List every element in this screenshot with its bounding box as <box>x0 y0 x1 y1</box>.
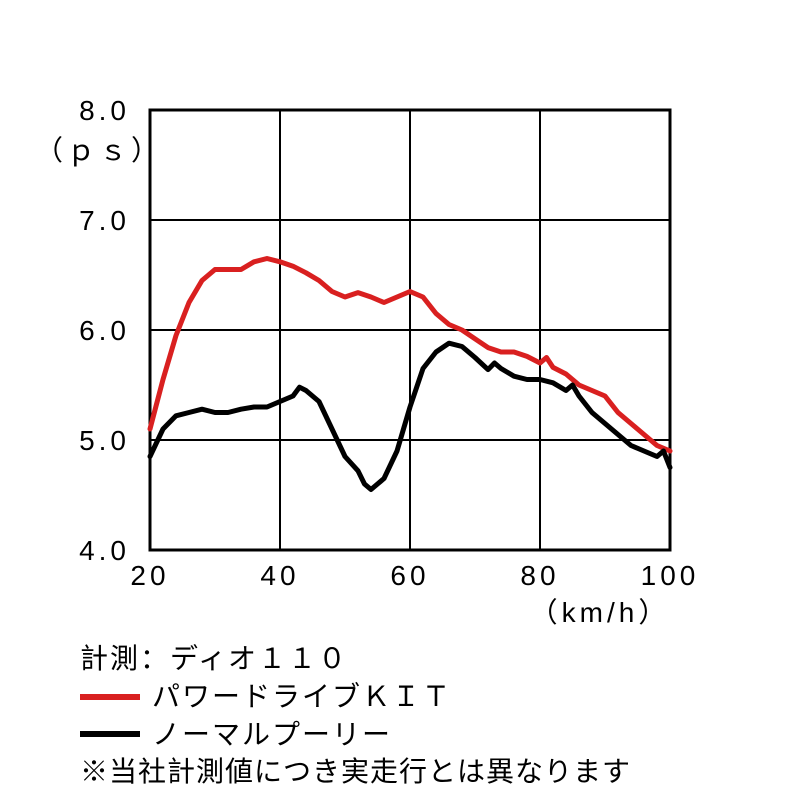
svg-text:6.0: 6.0 <box>79 315 130 346</box>
svg-text:（ｐｓ）: （ｐｓ） <box>35 135 163 167</box>
measurement-text: 計測：ディオ１１０ <box>80 640 348 678</box>
svg-text:5.0: 5.0 <box>79 425 130 456</box>
measurement-line: 計測：ディオ１１０ <box>80 640 631 678</box>
note-text: ※当社計測値につき実走行とは異なります <box>80 753 631 791</box>
svg-text:20: 20 <box>130 560 169 591</box>
svg-text:8.0: 8.0 <box>79 95 130 126</box>
note-line: ※当社計測値につき実走行とは異なります <box>80 753 631 791</box>
legend-item-2: ノーマルプーリー <box>80 716 631 754</box>
svg-text:80: 80 <box>520 560 559 591</box>
svg-text:40: 40 <box>260 560 299 591</box>
legend-swatch-red <box>80 694 140 700</box>
svg-text:4.0: 4.0 <box>79 535 130 566</box>
svg-text:100: 100 <box>641 560 700 591</box>
svg-text:7.0: 7.0 <box>79 205 130 236</box>
svg-text:（km/h）: （km/h） <box>530 597 671 628</box>
line-chart: 8.0 7.0 6.0 5.0 4.0 （ｐｓ） 20 40 60 80 100 （km/h） <box>0 0 800 640</box>
svg-text:60: 60 <box>390 560 429 591</box>
legend-label-1: パワードライブＫＩＴ <box>152 678 452 716</box>
legend-swatch-black <box>80 731 140 737</box>
legend-label-2: ノーマルプーリー <box>152 716 392 754</box>
legend-item-1: パワードライブＫＩＴ <box>80 678 631 716</box>
chart-container: 8.0 7.0 6.0 5.0 4.0 （ｐｓ） 20 40 60 80 100 （km/h） 計測：… <box>0 0 800 800</box>
caption-block: 計測：ディオ１１０ パワードライブＫＩＴ ノーマルプーリー ※当社計測値につき実… <box>80 640 631 791</box>
